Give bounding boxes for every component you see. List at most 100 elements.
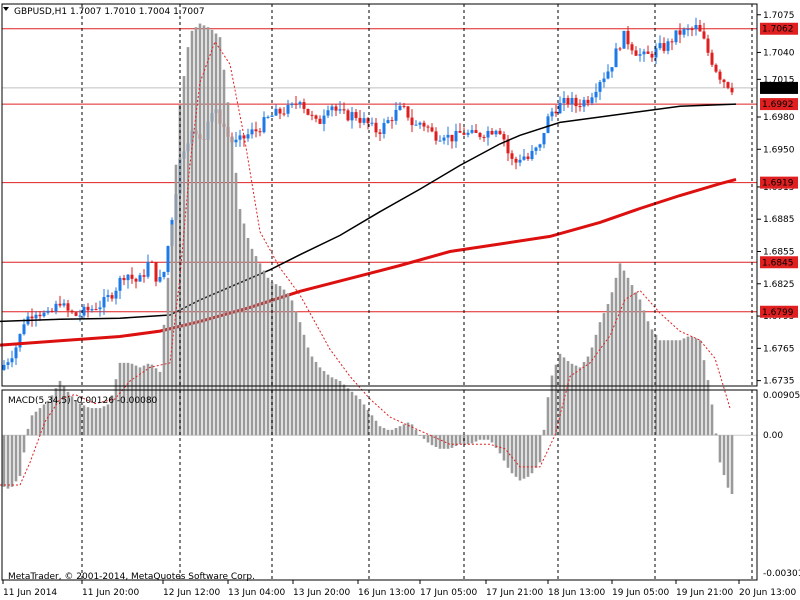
macd-bar — [262, 270, 266, 436]
candle-bull — [438, 140, 442, 142]
macd-bar — [290, 300, 294, 436]
candle-bull — [6, 362, 10, 365]
macd-bar — [398, 426, 402, 436]
candle-bull — [158, 276, 162, 282]
macd-bar — [222, 69, 226, 436]
candle-bull — [638, 54, 642, 56]
macd-bar — [146, 363, 150, 436]
candle-bear — [670, 41, 674, 43]
candle-bull — [126, 274, 130, 281]
macd-bar — [694, 338, 698, 436]
macd-bar — [282, 289, 286, 436]
candle-bear — [714, 64, 718, 72]
macd-bar — [550, 375, 554, 436]
macd-bar — [370, 415, 374, 436]
candle-bear — [314, 115, 318, 119]
candle-bull — [78, 315, 82, 317]
macd-bar — [498, 435, 502, 454]
macd-bar — [138, 367, 142, 436]
candle-bull — [54, 303, 58, 312]
candle-bull — [62, 303, 66, 306]
macd-bar — [62, 386, 66, 436]
candle-bear — [366, 118, 370, 124]
macd-bar — [78, 403, 82, 436]
macd-bar — [634, 292, 638, 436]
chart-menu-icon[interactable] — [3, 7, 9, 11]
candle-bear — [358, 117, 362, 123]
macd-bar — [430, 435, 434, 446]
candle-bull — [298, 102, 302, 105]
candle-bull — [106, 295, 110, 298]
candle-bull — [446, 134, 450, 138]
candle-bear — [406, 106, 410, 118]
candle-bull — [166, 246, 170, 273]
candle-bull — [350, 112, 354, 121]
macd-bar — [610, 292, 614, 436]
macd-bar — [334, 379, 338, 436]
candle-bear — [150, 261, 154, 263]
macd-bar — [50, 395, 54, 436]
level-price-label: 1.6919 — [762, 179, 794, 189]
price-panel[interactable] — [0, 17, 757, 371]
candle-bear — [410, 117, 414, 126]
candle-bull — [442, 137, 446, 141]
macd-bar — [6, 435, 10, 489]
macd-bar — [622, 270, 626, 436]
y-tick-label: 1.6950 — [763, 145, 795, 155]
macd-bar — [602, 313, 606, 436]
candle-bear — [94, 309, 98, 311]
candle-bear — [482, 136, 486, 138]
candle-bear — [458, 131, 462, 133]
macd-bar — [386, 429, 390, 436]
candle-bull — [118, 277, 122, 291]
macd-bar — [718, 435, 722, 463]
level-price-tag — [760, 176, 798, 189]
macd-bar — [382, 428, 386, 436]
candle-bull — [594, 91, 598, 98]
macd-bar — [554, 364, 558, 436]
candle-bear — [502, 134, 506, 140]
macd-bar — [658, 340, 662, 436]
symbol-header: GBPUSD,H1 1.7007 1.7010 1.7004 1.7007 — [14, 7, 205, 17]
y-tick-label: 1.6735 — [763, 377, 795, 387]
macd-bar — [10, 435, 14, 487]
candle-bull — [266, 116, 270, 118]
macd-bar — [510, 435, 514, 474]
macd-bar — [110, 395, 114, 436]
current-price-label: 1.7007 — [762, 84, 794, 94]
macd-bar — [670, 340, 674, 436]
macd-bar — [486, 435, 490, 440]
macd-bar — [514, 435, 518, 477]
candle-bull — [398, 105, 402, 110]
level-price-tag — [760, 22, 798, 35]
y-tick-label: 1.6885 — [763, 215, 795, 225]
candle-bull — [642, 51, 646, 55]
candle-bear — [50, 310, 54, 312]
level-price-label: 1.6992 — [762, 100, 794, 110]
candle-bull — [538, 144, 542, 148]
macd-bar — [190, 30, 194, 436]
macd-bar — [82, 405, 86, 436]
candle-bull — [614, 48, 618, 68]
macd-bar — [318, 367, 322, 436]
macd-bar — [502, 435, 506, 461]
macd-bar — [390, 429, 394, 436]
macd-bar — [494, 435, 498, 448]
macd-bar — [638, 299, 642, 436]
candle-bull — [654, 48, 658, 58]
macd-bar — [650, 329, 654, 436]
candle-bull — [138, 275, 142, 282]
level-price-tag — [760, 256, 798, 269]
candle-bull — [246, 134, 250, 139]
candle-bear — [698, 24, 702, 32]
macd-bar — [450, 435, 454, 448]
macd-bar — [194, 27, 198, 436]
candle-bull — [494, 130, 498, 135]
candle-bull — [2, 364, 6, 370]
candle-bear — [510, 153, 514, 159]
candle-bull — [146, 261, 150, 277]
candle-bear — [110, 295, 114, 299]
candle-bear — [462, 132, 466, 135]
